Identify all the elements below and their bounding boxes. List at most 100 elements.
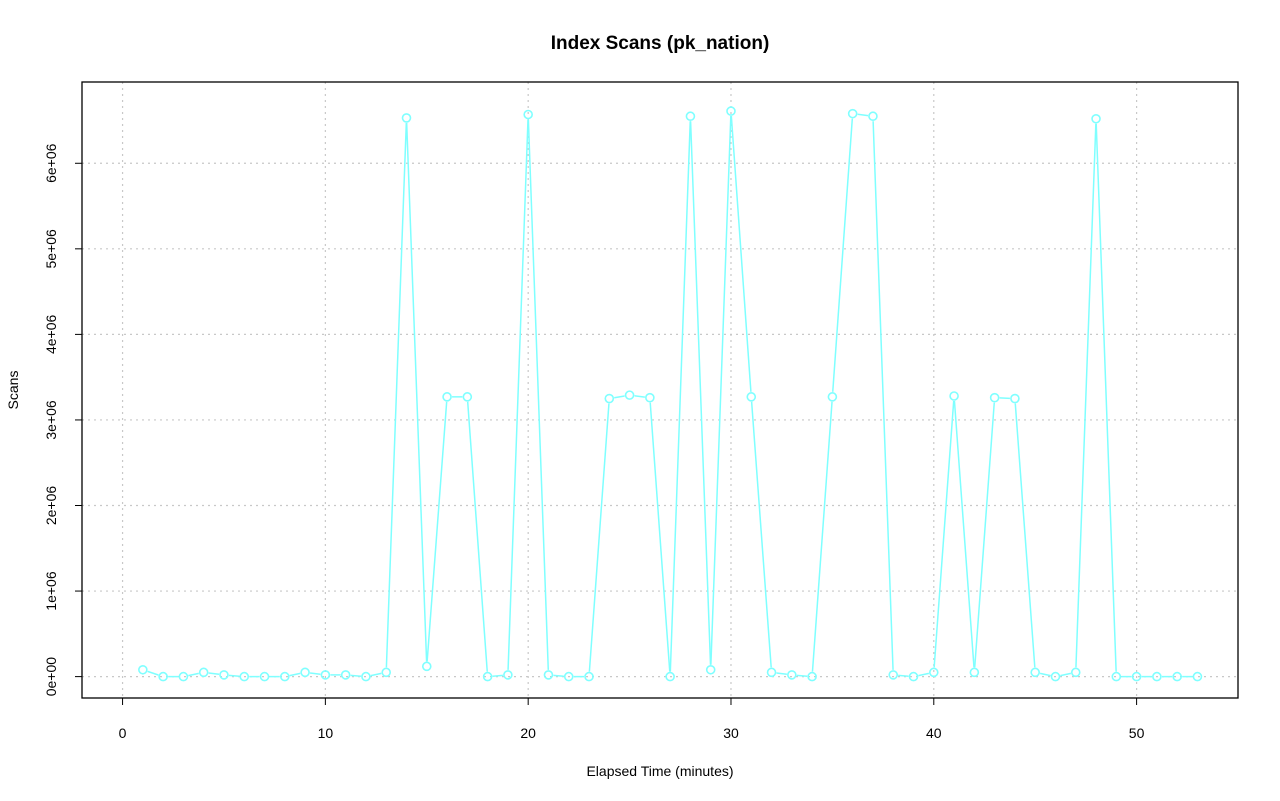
series-segment [228, 674, 240, 677]
x-tick-label: 0 [119, 725, 127, 741]
y-tick-label: 2e+06 [43, 486, 59, 526]
data-point [381, 667, 392, 678]
data-point [563, 671, 574, 682]
series-segment [973, 402, 996, 668]
series-segment [588, 403, 610, 672]
x-tick-label: 40 [926, 725, 942, 741]
series-segment [831, 118, 854, 392]
x-tick-label: 20 [520, 725, 536, 741]
data-point [259, 671, 270, 682]
data-point [462, 392, 473, 402]
data-point [604, 393, 615, 404]
series-segment [634, 395, 645, 398]
data-point [908, 671, 919, 682]
data-point [584, 671, 594, 682]
series-segment [289, 672, 301, 677]
data-point [401, 113, 412, 123]
data-point [766, 667, 777, 678]
series-segment [426, 401, 448, 662]
x-tick-label: 50 [1129, 725, 1145, 741]
data-point [503, 670, 513, 680]
data-point [807, 671, 817, 682]
data-point [705, 664, 716, 675]
series-segment [147, 670, 159, 676]
series-segment [730, 116, 752, 392]
y-tick-label: 3e+06 [43, 400, 59, 440]
data-point [827, 392, 838, 402]
data-point [178, 671, 189, 682]
series-segment [776, 672, 787, 676]
series-segment [750, 401, 772, 668]
chart-title: Index Scans (pk_nation) [551, 33, 770, 54]
series-segment [527, 119, 550, 670]
grid-lines [82, 82, 1238, 698]
data-point [1050, 671, 1061, 682]
data-point [1070, 667, 1081, 678]
series-segment [1014, 403, 1036, 668]
data-point [219, 670, 229, 680]
data-point [543, 670, 554, 680]
data-point [239, 671, 250, 682]
series-segment [933, 400, 955, 668]
data-point [969, 667, 980, 678]
data-point [645, 392, 655, 403]
y-tick-label: 4e+06 [43, 315, 59, 355]
series-segment [405, 122, 428, 662]
series-segment [649, 402, 671, 672]
data-point [868, 111, 878, 122]
data-point [300, 667, 310, 678]
series-segment [553, 674, 564, 677]
data-point [280, 671, 290, 682]
series-segment [1095, 123, 1117, 672]
x-axis: 0 10 20 30 40 50 [119, 697, 1145, 741]
series-segment [507, 119, 529, 670]
x-tick-label: 10 [318, 725, 334, 741]
series-segment [953, 400, 975, 668]
series-segment [492, 674, 503, 677]
data-point [746, 392, 757, 402]
x-tick-label: 30 [723, 725, 739, 741]
series-segment [811, 401, 833, 672]
series-segment [872, 121, 894, 670]
series-segment [669, 121, 691, 672]
series-segment [614, 395, 625, 399]
series-segment [350, 674, 362, 677]
data-point [320, 670, 331, 680]
series-segment [857, 113, 869, 117]
data-point [1030, 667, 1040, 678]
data-point [1172, 671, 1182, 682]
data-point [624, 390, 635, 400]
data-point [665, 671, 675, 682]
y-axis: 0e+00 1e+06 2e+06 3e+06 4e+06 5e+06 6e+06 [43, 143, 83, 697]
series-segment [309, 672, 321, 676]
data-point [928, 667, 939, 678]
series-segment [466, 401, 489, 672]
series-segment [796, 674, 808, 677]
series-segment [1039, 672, 1051, 677]
data-point [361, 671, 371, 682]
y-tick-label: 5e+06 [43, 229, 59, 269]
y-tick-label: 6e+06 [43, 143, 59, 183]
data-point [949, 391, 959, 401]
data-point [482, 671, 493, 682]
data-point [1152, 671, 1162, 682]
series-segment [188, 672, 199, 677]
data-point [1091, 113, 1101, 124]
data-point [685, 111, 696, 122]
series-segment [918, 672, 930, 677]
series-scans [138, 106, 1203, 682]
series-segment [370, 672, 382, 677]
series-segment [208, 672, 220, 676]
y-tick-label: 0e+00 [43, 657, 59, 697]
data-point [847, 108, 858, 119]
plot-frame [81, 81, 1239, 699]
data-point [158, 671, 168, 682]
x-axis-label: Elapsed Time (minutes) [586, 763, 733, 779]
data-point [442, 392, 452, 402]
series-segment [898, 674, 909, 677]
data-point [1131, 671, 1142, 682]
y-axis-label: Scans [5, 371, 21, 410]
data-point [523, 109, 533, 120]
